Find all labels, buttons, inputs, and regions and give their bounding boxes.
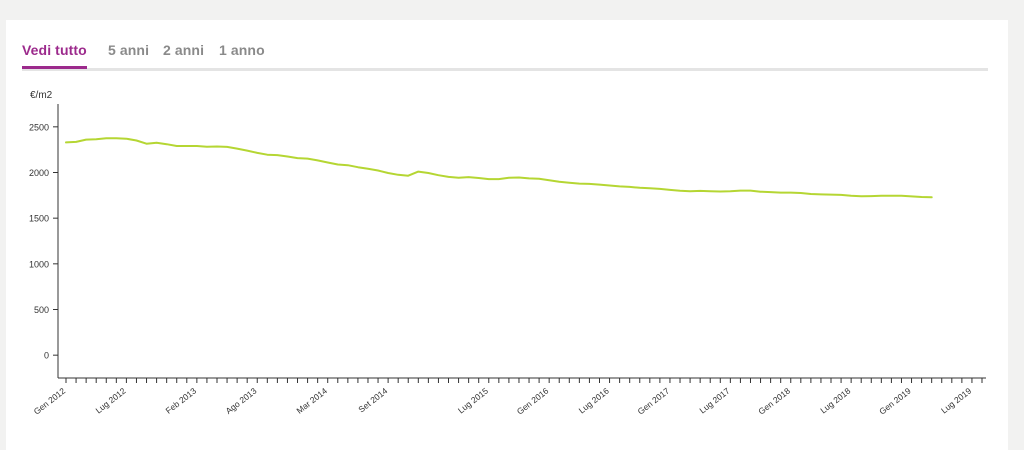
price-line-chart: €/m2 0 500 1000 1500 2000 2500 Gen 2012 Lug 20…: [29, 90, 986, 417]
y-tick-label: 2500: [29, 122, 49, 132]
x-tick-label: Lug 2019: [939, 386, 973, 416]
period-tabs: Vedi tutto 5 anni 2 anni 1 anno: [22, 42, 988, 71]
tab-2-anni[interactable]: 2 anni: [163, 42, 205, 58]
y-tick-label: 1000: [29, 259, 49, 269]
y-tick-label: 1500: [29, 214, 49, 224]
x-tick-label: Gen 2012: [32, 386, 68, 417]
x-tick-label: Lug 2012: [94, 386, 128, 416]
tab-1-anno[interactable]: 1 anno: [219, 42, 265, 58]
y-tick-label: 500: [34, 305, 49, 315]
x-tick-label: Gen 2019: [877, 386, 913, 417]
tab-vedi-tutto[interactable]: Vedi tutto: [22, 42, 87, 69]
x-tick-label: Feb 2013: [164, 386, 199, 416]
x-tick-label: Lug 2016: [577, 386, 611, 416]
x-tick-label: Set 2014: [356, 386, 389, 415]
y-axis: 0 500 1000 1500 2000 2500: [29, 104, 59, 378]
x-tick-label: Gen 2017: [636, 386, 672, 417]
x-tick-label: Lug 2017: [697, 386, 731, 416]
y-tick-label: 0: [44, 351, 49, 361]
y-tick-label: 2000: [29, 168, 49, 178]
tab-5-anni[interactable]: 5 anni: [108, 42, 150, 58]
x-tick-label: Lug 2015: [456, 386, 490, 416]
series-group: [65, 137, 933, 199]
x-tick-label: Ago 2013: [224, 386, 259, 416]
x-tick-label: Gen 2018: [756, 386, 792, 417]
x-axis: Gen 2012 Lug 2012 Feb 2013 Ago 2013 Mar 2014…: [32, 377, 986, 417]
x-tick-label: Mar 2014: [294, 386, 329, 416]
x-tick-label: Lug 2018: [818, 386, 852, 416]
series-line: [65, 137, 933, 199]
y-axis-label: €/m2: [30, 90, 53, 101]
x-tick-label: Gen 2016: [515, 386, 551, 417]
